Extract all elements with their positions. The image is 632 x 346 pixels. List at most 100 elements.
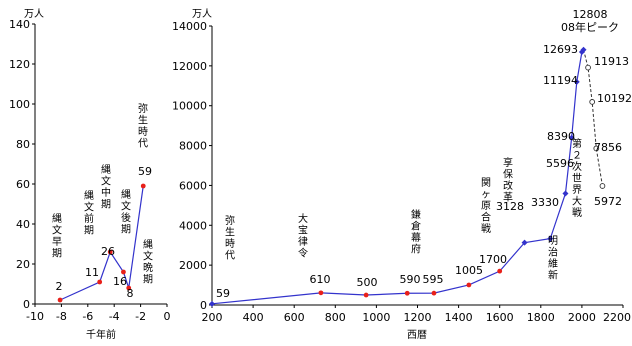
right-x-tick-label: 1800 — [527, 311, 555, 324]
right-y-tick-label: 10000 — [172, 100, 207, 113]
left-period-label: 縄文前期 — [84, 189, 94, 237]
left-value-label: 26 — [101, 245, 115, 258]
left-x-tick-label: -2 — [135, 310, 146, 323]
left-y-tick-label: 140 — [9, 18, 30, 31]
left-y-tick-label: 100 — [9, 98, 30, 111]
left-value-label: 11 — [85, 266, 99, 279]
right-value-label: 8390 — [547, 130, 575, 143]
annotation-yayoi: 弥生時代 — [225, 214, 235, 262]
right-unit-label: 万人 — [192, 8, 212, 20]
right-y-tick-label: 12000 — [172, 60, 207, 73]
left-data-point — [57, 297, 63, 303]
right-data-point — [209, 300, 215, 307]
annotation-kyoho-reform: 享保改革 — [503, 156, 513, 204]
left-period-label: 縄文早期 — [52, 212, 62, 260]
right-value-label: 10192 — [597, 92, 632, 105]
left-series-line — [59, 185, 144, 301]
right-x-tick-label: 200 — [202, 311, 223, 324]
right-value-label: 595 — [423, 273, 444, 286]
right-data-point — [568, 134, 575, 141]
right-value-label: 11913 — [594, 55, 629, 68]
right-x-tick-label: 800 — [325, 311, 346, 324]
annotation-sekigahara: 関ヶ原合戦 — [481, 177, 491, 235]
right-value-label: 12808 — [573, 8, 608, 21]
left-y-tick-label: 20 — [16, 258, 30, 271]
left-x-tick-label: -10 — [26, 310, 44, 323]
right-projection-point — [589, 99, 596, 105]
right-data-point — [547, 235, 554, 242]
right-series-projection-line — [583, 49, 603, 187]
right-value-label: 11194 — [543, 74, 578, 87]
left-y-tick-label: 80 — [16, 138, 30, 151]
left-y-tick-label: 120 — [9, 58, 30, 71]
right-series-historical-line — [211, 49, 585, 305]
left-x-tick-label: 0 — [164, 310, 171, 323]
right-x-tick-label: 400 — [243, 311, 264, 324]
right-x-axis-title: 西暦 — [407, 329, 427, 341]
right-value-label: 1005 — [455, 264, 483, 277]
right-value-label: 590 — [400, 273, 421, 286]
right-data-point — [404, 290, 410, 296]
left-data-point — [140, 183, 146, 189]
right-data-point — [466, 282, 472, 288]
right-value-label: 3330 — [531, 196, 559, 209]
right-x-tick-label: 1400 — [445, 311, 473, 324]
annotation-kamakura-bakufu: 鎌倉幕府 — [411, 208, 421, 256]
left-x-tick-label: -6 — [82, 310, 93, 323]
left-unit-label: 万人 — [24, 8, 44, 20]
right-value-label: 59 — [216, 287, 230, 300]
right-y-tick-label: 2000 — [179, 259, 207, 272]
left-data-point — [121, 269, 126, 275]
annotation-meiji-restoration: 明治維新 — [548, 235, 558, 282]
right-x-tick-label: 1600 — [486, 311, 514, 324]
left-y-tick-label: 60 — [16, 178, 30, 191]
annotation-2008-peak: 08年ピーク — [561, 20, 619, 34]
right-value-label: 500 — [357, 276, 378, 289]
right-y-tick-label: 14000 — [172, 20, 207, 33]
annotation-world-war-2: 第２次世界大戦 — [572, 137, 582, 219]
left-value-label: 59 — [138, 165, 152, 178]
right-value-label: 3128 — [496, 200, 524, 213]
left-data-point — [107, 249, 113, 255]
left-data-point — [126, 285, 132, 291]
right-value-label: 610 — [310, 273, 331, 286]
left-period-label: 弥生時代 — [138, 102, 148, 150]
right-data-point — [580, 46, 587, 53]
right-y-tick-label: 4000 — [179, 219, 207, 232]
left-period-label: 縄文中期 — [101, 163, 111, 211]
right-data-point — [318, 290, 324, 296]
right-value-label: 12693 — [543, 43, 578, 56]
left-period-label: 縄文晩期 — [143, 238, 153, 286]
right-data-point — [521, 239, 528, 246]
right-y-tick-label: 8000 — [179, 140, 207, 153]
right-y-tick-label: 6000 — [179, 179, 207, 192]
right-projection-point — [599, 183, 606, 189]
right-x-tick-label: 1200 — [404, 311, 432, 324]
right-y-tick-label: 0 — [200, 299, 207, 312]
right-value-label: 1700 — [479, 253, 507, 266]
left-y-tick-label: 40 — [16, 218, 30, 231]
left-x-tick-label: -4 — [109, 310, 120, 323]
right-projection-point — [593, 145, 600, 152]
right-value-label: 5596 — [546, 157, 574, 170]
right-data-point — [431, 290, 437, 296]
left-y-tick-label: 0 — [23, 298, 30, 311]
left-x-tick-label: -8 — [56, 310, 67, 323]
right-x-tick-label: 2000 — [568, 311, 596, 324]
right-data-point — [497, 268, 503, 274]
left-value-label: 2 — [56, 280, 63, 293]
right-value-label: 7856 — [594, 141, 622, 154]
left-data-point — [97, 279, 103, 285]
right-x-tick-label: 600 — [284, 311, 305, 324]
annotation-taiho-ritsuryo: 大宝律令 — [298, 212, 308, 260]
right-value-label: 5972 — [594, 195, 622, 208]
left-period-label: 縄文後期 — [121, 188, 131, 236]
right-x-tick-label: 2200 — [603, 311, 631, 324]
left-x-axis-title: 千年前 — [86, 328, 116, 341]
right-data-point — [363, 292, 369, 298]
right-projection-point — [585, 64, 591, 71]
right-data-point — [562, 190, 569, 197]
left-value-label: 16 — [113, 275, 127, 288]
